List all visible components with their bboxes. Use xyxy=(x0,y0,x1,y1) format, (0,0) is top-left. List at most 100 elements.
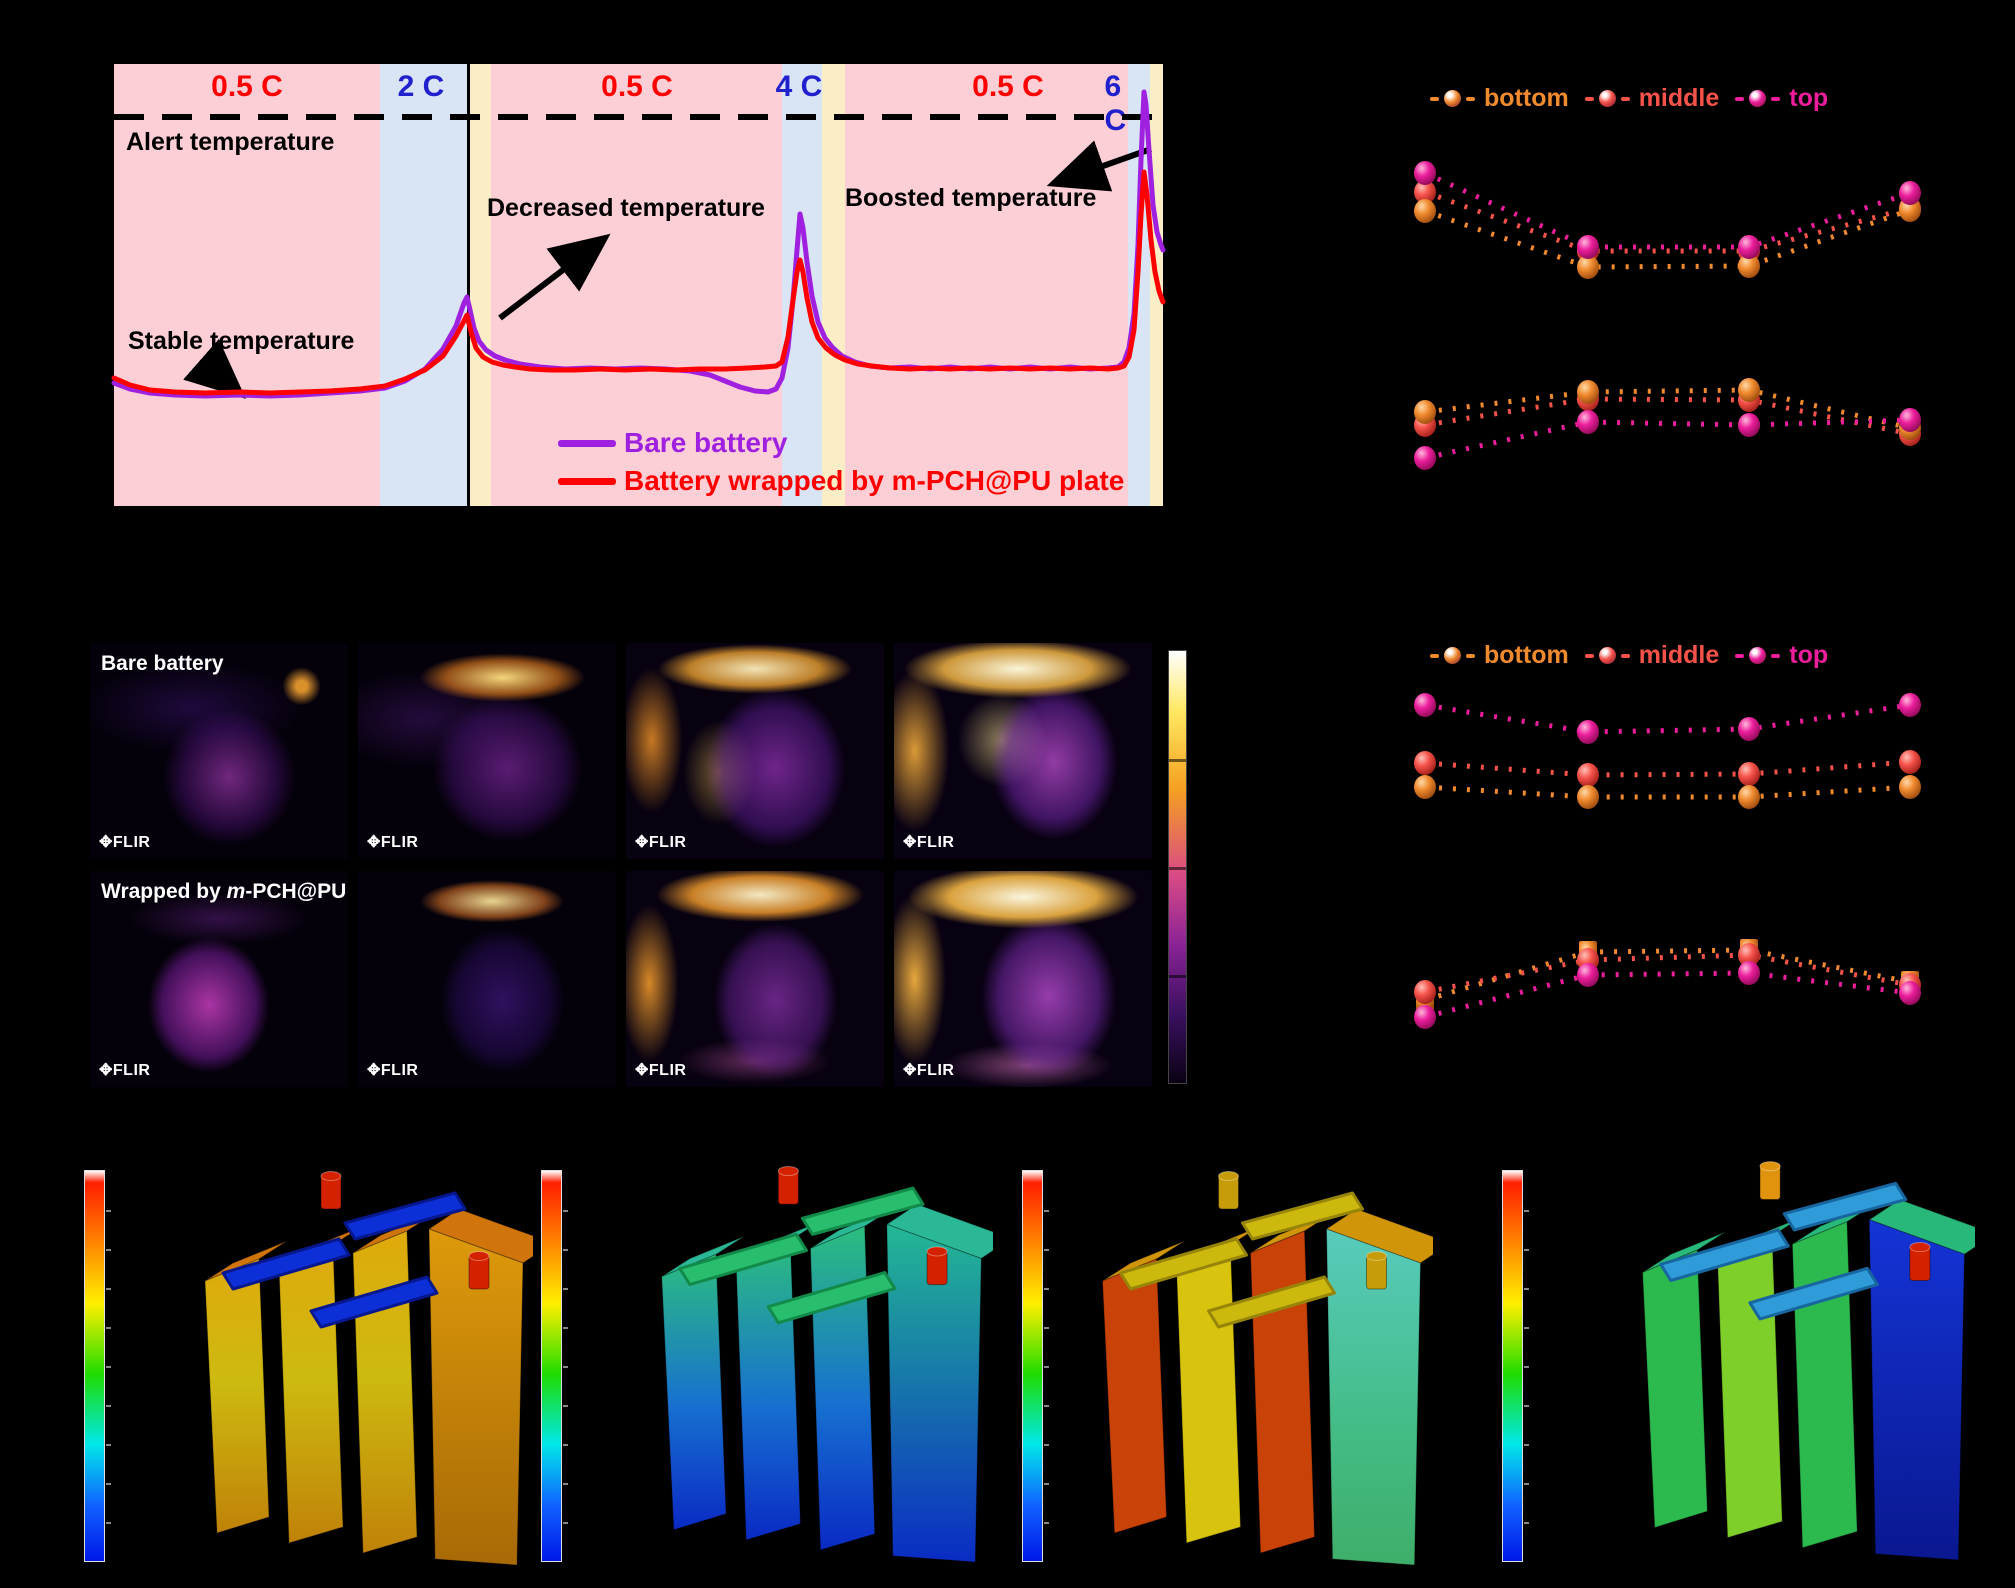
thermal-image-row2-col1: Wrapped by m-PCH@PU ✥FLIR xyxy=(90,871,348,1087)
legend-label: Battery wrapped by m-PCH@PU plate xyxy=(624,465,1125,496)
scatter-trail-middle xyxy=(1424,396,1911,437)
scatter-marker-bottom xyxy=(1577,380,1599,404)
scatter-marker-bottom xyxy=(1414,400,1436,424)
scatter-marker-middle xyxy=(1738,762,1760,786)
legend-item-bottom: bottom xyxy=(1430,641,1569,670)
busbar xyxy=(678,1232,808,1287)
legend-dash-icon xyxy=(1466,653,1475,658)
legend-ball-icon xyxy=(1749,647,1767,664)
busbar xyxy=(343,1191,467,1241)
pack-side-face xyxy=(1868,1219,1965,1561)
scatter-trail-top xyxy=(1424,970,1911,1020)
colorbar-tick xyxy=(1524,1483,1529,1485)
scatter-marker-square-bottom xyxy=(1579,941,1597,963)
scatter-trail-middle xyxy=(1424,759,1911,778)
colorbar-tick xyxy=(1044,1366,1049,1368)
busbar xyxy=(1207,1275,1336,1329)
legend-label: top xyxy=(1789,641,1829,669)
busbar xyxy=(800,1186,925,1236)
rate-band-label: 0.5 C xyxy=(972,70,1044,103)
rate-band-0.5 C-6 xyxy=(845,64,1128,506)
busbar xyxy=(1659,1228,1790,1283)
colorbar-tick xyxy=(1524,1327,1529,1329)
scatter-marker-middle xyxy=(1414,751,1436,775)
thermal-image-row1-col3: ✥FLIR xyxy=(626,643,884,859)
simulation-colorbar-1 xyxy=(84,1170,111,1562)
busbar xyxy=(1748,1266,1879,1321)
thermal-image-row1-col2: ✥FLIR xyxy=(358,643,616,859)
legend-dash-icon xyxy=(1584,653,1594,658)
simulation-colorbar-3 xyxy=(1022,1170,1049,1562)
legend-label: bottom xyxy=(1484,641,1569,669)
scatter-marker-bottom xyxy=(1899,198,1921,222)
flir-logo: ✥FLIR xyxy=(635,1062,687,1079)
scatter-marker-middle xyxy=(1577,387,1599,411)
simulation-colorbar-2 xyxy=(541,1170,568,1562)
scatter-trail-middle xyxy=(1424,189,1911,254)
legend-item-bottom: bottom xyxy=(1430,84,1569,113)
colorbar-tick xyxy=(106,1210,111,1212)
colorbar-tick xyxy=(1044,1522,1049,1524)
colorbar-tick xyxy=(1524,1210,1529,1212)
terminal-top xyxy=(1909,1242,1931,1253)
simulation-colorbar-4 xyxy=(1502,1170,1529,1562)
rate-band-4 C-4 xyxy=(782,64,822,506)
scatter-marker-middle xyxy=(1414,180,1436,204)
rate-band-label: 2 C xyxy=(397,70,445,103)
terminal-top xyxy=(1759,1161,1781,1172)
colorbar-tick xyxy=(1524,1522,1529,1524)
scatter-trail-top xyxy=(1424,702,1911,735)
scatter-marker-middle xyxy=(1414,413,1436,437)
scatter-trail-middle xyxy=(1424,952,1911,995)
flir-logo: ✥FLIR xyxy=(903,1062,955,1079)
scatter-marker-top xyxy=(1577,410,1599,434)
colorbar-tick xyxy=(563,1405,568,1407)
scatter-marker-top xyxy=(1738,235,1760,259)
thermal-image-row2-col4: ✥FLIR xyxy=(894,871,1152,1087)
scatter-marker-top xyxy=(1738,717,1760,741)
scatter-marker-square-bottom xyxy=(1416,989,1434,1011)
legend-ball-icon xyxy=(1598,90,1616,107)
cell-front-face xyxy=(735,1239,801,1541)
legend-label: top xyxy=(1789,84,1829,112)
thermal-row-label: Bare battery xyxy=(101,652,224,675)
colorbar-tick xyxy=(1044,1210,1049,1212)
scatter-marker-bottom xyxy=(1738,254,1760,278)
colorbar-tick xyxy=(1169,975,1186,978)
colorbar-tick xyxy=(1044,1327,1049,1329)
scatter-marker-top xyxy=(1899,981,1921,1005)
scatter-marker-middle xyxy=(1738,943,1760,967)
alert-temperature-label: Alert temperature xyxy=(126,128,335,156)
legend-dash-icon xyxy=(1735,653,1745,658)
colorbar-tick xyxy=(1044,1483,1049,1485)
legend-line-swatch xyxy=(558,440,616,447)
colorbar-tick xyxy=(106,1288,111,1290)
scatter-marker-top xyxy=(1577,963,1599,987)
scatter-marker-middle xyxy=(1414,980,1436,1004)
colorbar-tick xyxy=(1044,1249,1049,1251)
scatter-marker-top xyxy=(1899,408,1921,432)
colorbar-tick xyxy=(106,1444,111,1446)
legend-dash-icon xyxy=(1430,653,1439,658)
annotation-label-2: Boosted temperature xyxy=(845,184,1097,212)
colorbar-tick xyxy=(1524,1405,1529,1407)
colorbar-tick xyxy=(563,1249,568,1251)
busbar xyxy=(766,1271,897,1325)
scatter-marker-top xyxy=(1738,961,1760,985)
scatter-trail-bottom xyxy=(1424,207,1911,270)
legend-dash-icon xyxy=(1430,96,1439,101)
scatter-marker-top xyxy=(1577,235,1599,259)
legend-line-swatch xyxy=(558,478,616,485)
flir-logo: ✥FLIR xyxy=(99,834,151,851)
legend-label: Bare battery xyxy=(624,427,788,458)
scatter-marker-middle xyxy=(1899,750,1921,774)
colorbar-tick xyxy=(563,1327,568,1329)
scatter-marker-top xyxy=(1414,161,1436,185)
thermal-image-row1-col4: ✥FLIR xyxy=(894,643,1152,859)
legend-ball-icon xyxy=(1444,647,1461,664)
rate-band-label: 0.5 C xyxy=(601,70,673,103)
scatter-marker-bottom xyxy=(1899,775,1921,799)
battery-pack-render-wrapped-pack-low-rate xyxy=(661,1166,993,1563)
annotation-label-1: Decreased temperature xyxy=(487,194,765,222)
colorbar-tick xyxy=(106,1483,111,1485)
